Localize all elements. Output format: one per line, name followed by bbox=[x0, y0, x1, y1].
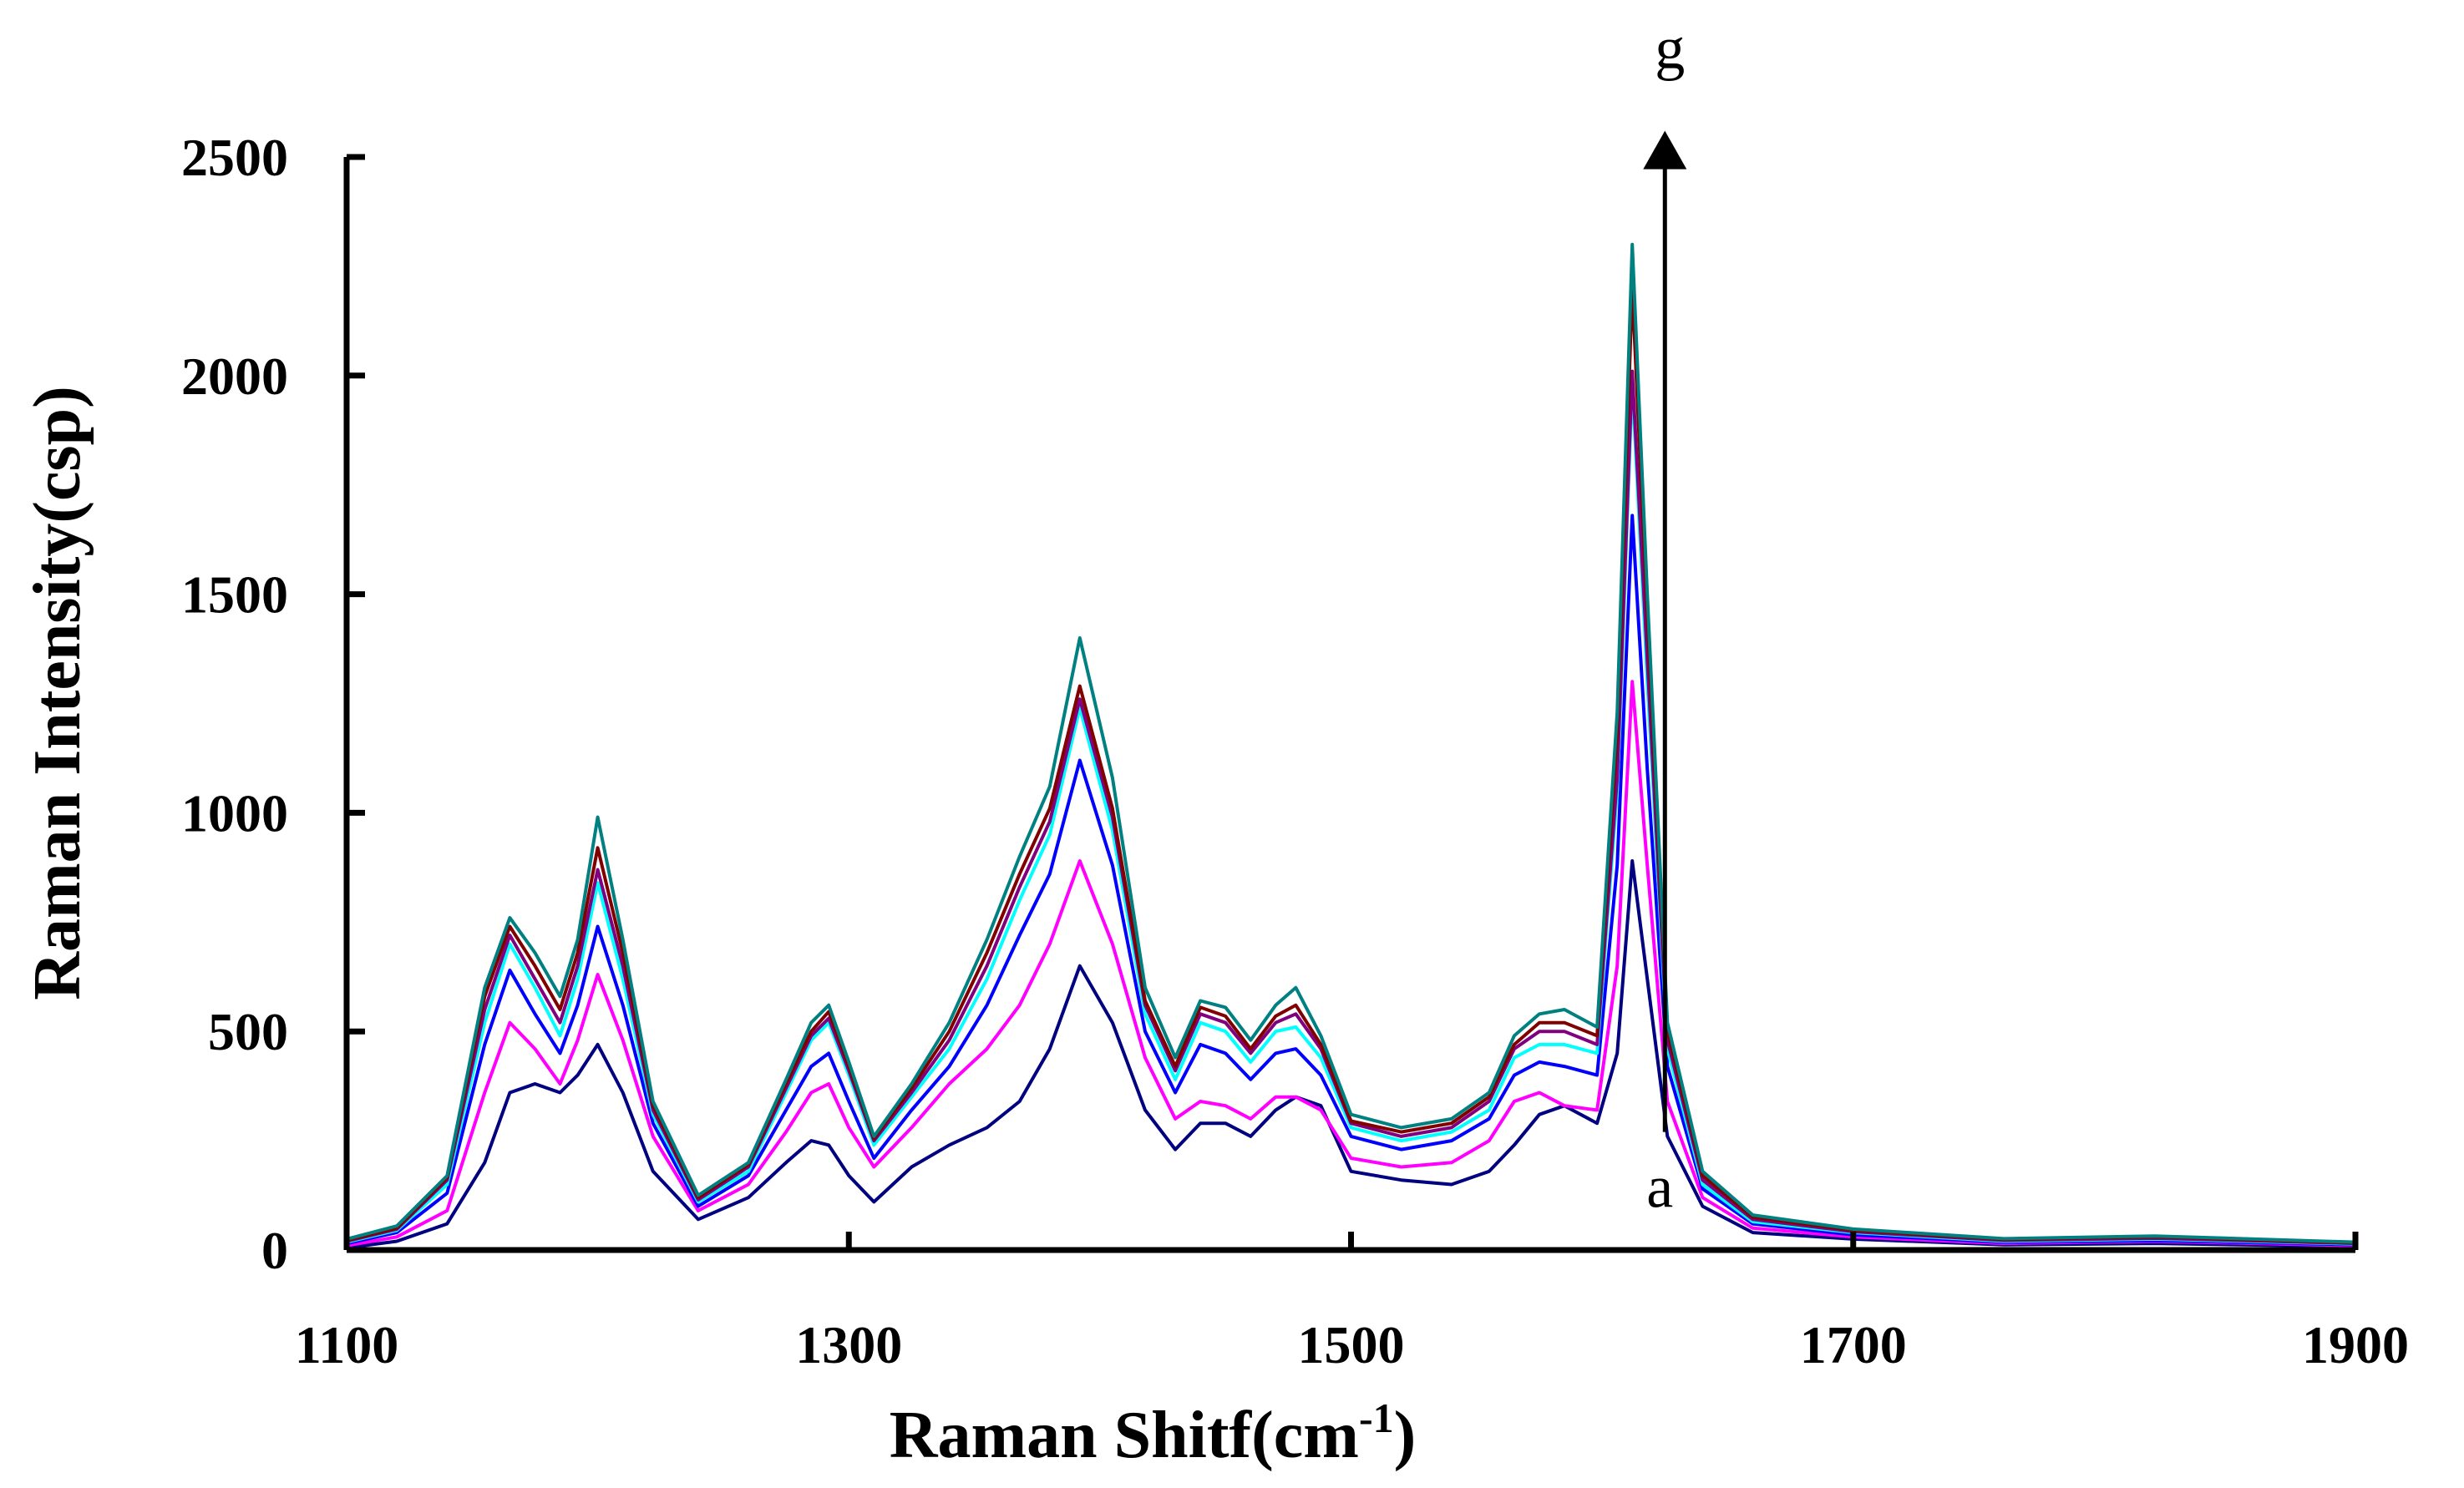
y-tick-label-2000: 2000 bbox=[181, 347, 288, 406]
x-axis-title-superscript: -1 bbox=[1359, 1394, 1394, 1441]
y-axis-title: Raman Intensity(csp) bbox=[21, 386, 94, 1000]
annotation-layer: a g bbox=[1643, 15, 1687, 1221]
arrow-end-label: g bbox=[1655, 15, 1685, 82]
series-line-e bbox=[346, 369, 2356, 1246]
series-layer bbox=[346, 242, 2356, 1250]
trend-arrow-head bbox=[1643, 130, 1687, 170]
x-tick-label-1700: 1700 bbox=[1800, 1315, 1907, 1374]
x-tick-label-1300: 1300 bbox=[795, 1315, 902, 1374]
y-tick-label-0: 0 bbox=[261, 1221, 288, 1280]
series-line-c bbox=[346, 514, 2356, 1247]
series-line-b bbox=[346, 680, 2356, 1248]
x-axis-title: Raman Shitf(cm-1) bbox=[890, 1394, 1416, 1472]
y-tick-label-2500: 2500 bbox=[181, 128, 288, 187]
y-tick-label-1000: 1000 bbox=[181, 783, 288, 843]
x-axis-title-main: Raman Shitf(cm bbox=[890, 1399, 1359, 1472]
y-tick-label-1500: 1500 bbox=[181, 565, 288, 625]
series-line-g bbox=[346, 242, 2356, 1244]
series-line-a bbox=[346, 859, 2356, 1250]
ticks-layer: 0 500 1000 1500 2000 2500 1100 1300 1500 1700 1900 bbox=[181, 128, 2409, 1374]
x-tick-label-1100: 1100 bbox=[295, 1315, 398, 1374]
x-tick-label-1500: 1500 bbox=[1298, 1315, 1405, 1374]
x-axis-title-close: ) bbox=[1394, 1399, 1417, 1472]
x-tick-label-1900: 1900 bbox=[2302, 1315, 2409, 1374]
y-tick-label-500: 500 bbox=[208, 1002, 288, 1061]
arrow-start-label: a bbox=[1646, 1154, 1673, 1221]
